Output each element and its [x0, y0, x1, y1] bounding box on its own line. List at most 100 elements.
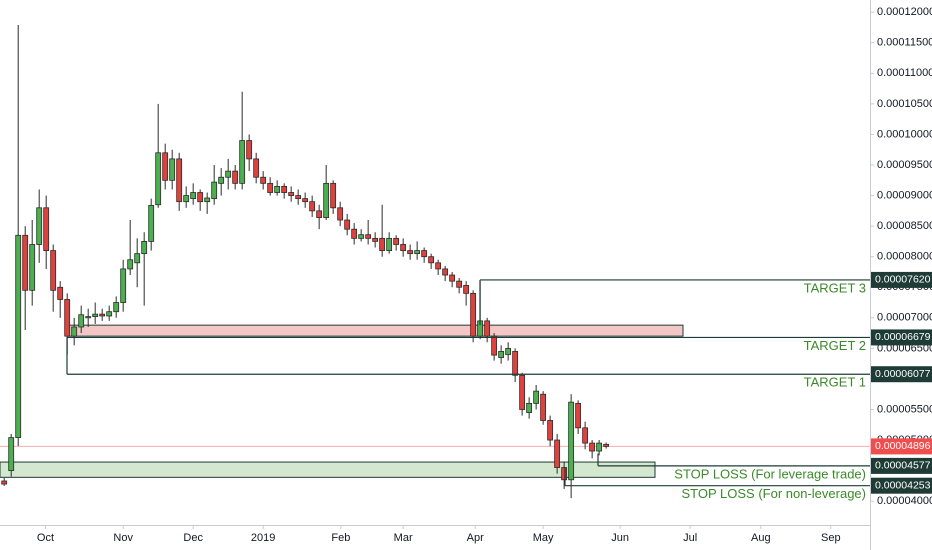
candle-body [218, 176, 225, 184]
candle-body [463, 285, 470, 294]
candle-body [323, 182, 330, 218]
candle-body [50, 250, 57, 291]
candle-body [85, 316, 92, 319]
x-tick-label: Feb [331, 532, 350, 544]
y-tick-label: 0.00005500 [877, 403, 932, 415]
candle-body [127, 259, 134, 270]
candle-body [393, 237, 400, 245]
candle-body [176, 158, 183, 203]
candle-body [134, 253, 141, 264]
candle-body [71, 326, 78, 337]
level-price-box [871, 457, 932, 474]
candle-body [365, 234, 372, 239]
level-price-label: 0.00006077 [875, 368, 931, 380]
candle-body [57, 286, 64, 300]
level-label: TARGET 1 [804, 375, 866, 390]
candle-body [99, 313, 106, 317]
candle-body [589, 442, 596, 452]
candle-body [386, 237, 393, 251]
y-tick-label: 0.00009000 [877, 189, 932, 201]
x-tick-label: Aug [751, 532, 771, 544]
candle-body [120, 268, 127, 303]
level-label: STOP LOSS (For leverage trade) [674, 466, 866, 481]
candle-body [456, 280, 463, 288]
candle-body [239, 140, 246, 184]
candle-body [22, 234, 29, 291]
candle-body [484, 320, 491, 337]
candle-body [1, 480, 8, 485]
candle-body [169, 158, 176, 181]
candle-body [554, 439, 561, 468]
level-price-label: 0.00004253 [875, 479, 931, 491]
candle-body [309, 201, 316, 212]
candle-body [526, 402, 533, 413]
candle-body [470, 292, 477, 337]
candle-body [344, 219, 351, 230]
candle-body [421, 250, 428, 258]
level-price-box [871, 329, 932, 346]
candle-body [442, 268, 449, 276]
x-tick-label: 2019 [251, 532, 275, 544]
candle-body [29, 244, 36, 291]
candle-body [155, 152, 162, 206]
y-tick-label: 0.00007000 [877, 312, 932, 324]
candle-body [232, 170, 239, 184]
x-tick-label: Jun [611, 532, 629, 544]
x-tick-label: May [533, 532, 554, 544]
candle-body [547, 420, 554, 441]
candle-body [281, 186, 288, 193]
candle-body [407, 250, 414, 255]
candle-body [400, 244, 407, 251]
zone [66, 324, 684, 337]
candle-body [246, 140, 253, 160]
candle-body [211, 181, 218, 200]
last-price-box [871, 438, 932, 455]
candle-body [540, 393, 547, 421]
x-tick-label: Oct [37, 532, 54, 544]
y-tick-label: 0.00004000 [877, 495, 932, 507]
level-price-label: 0.00004577 [875, 460, 931, 472]
x-tick-label: Mar [394, 532, 413, 544]
candle-body [337, 207, 344, 221]
plot-area [0, 25, 870, 499]
y-tick-label: 0.00010500 [877, 98, 932, 110]
x-tick-label: Sep [821, 532, 841, 544]
candle-body [197, 192, 204, 203]
candle-body [575, 402, 582, 429]
x-tick-label: Dec [183, 532, 203, 544]
candle-body [498, 351, 505, 358]
candle-body [106, 311, 113, 317]
candle-body [414, 250, 421, 255]
candle-body [491, 335, 498, 356]
level-price-box [871, 271, 932, 288]
candle-body [519, 374, 526, 410]
level-label: STOP LOSS (For non-leverage) [682, 486, 867, 501]
candle-body [78, 314, 85, 328]
candle-body [561, 467, 568, 481]
candle-body [267, 182, 274, 193]
level-price-box [871, 477, 932, 494]
candle-body [148, 204, 155, 242]
candle-body [92, 313, 99, 317]
candle-body [582, 427, 589, 444]
candle-body [295, 195, 302, 200]
candle-body [64, 299, 71, 337]
candle-body [8, 437, 15, 472]
candle-body [512, 351, 519, 376]
x-tick-label: Nov [113, 532, 133, 544]
x-tick-label: Jul [683, 532, 697, 544]
candle-body [428, 256, 435, 264]
candle-body [372, 237, 379, 242]
candle-body [204, 197, 211, 203]
candle-body [603, 443, 610, 447]
candle-body [330, 182, 337, 209]
candle-body [568, 401, 575, 481]
candle-body [596, 442, 603, 452]
candle-body [302, 198, 309, 203]
candle-body [274, 186, 281, 193]
y-tick-label: 0.00010000 [877, 128, 932, 140]
candle-body [358, 234, 365, 239]
candle-body [15, 234, 22, 439]
last-price-label: 0.00004896 [875, 440, 931, 452]
